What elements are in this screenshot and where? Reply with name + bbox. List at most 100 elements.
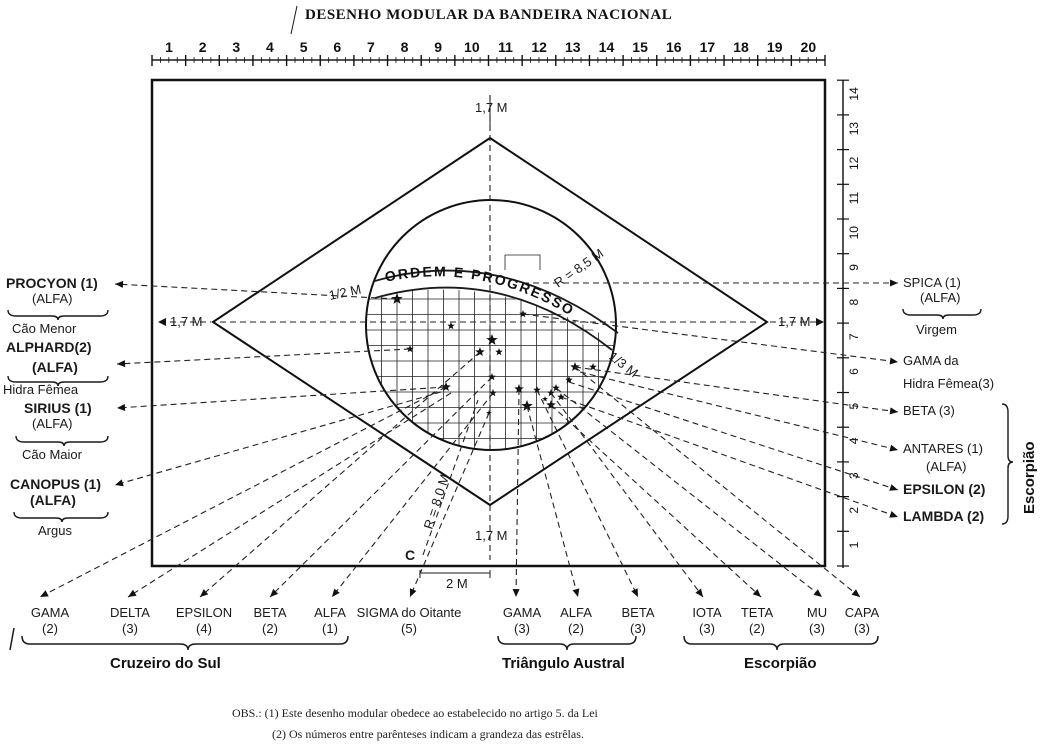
star-marker — [519, 310, 527, 318]
label-epsilon: EPSILON (2) — [903, 481, 985, 497]
x-scale-label: 5 — [300, 39, 308, 55]
star-marker — [495, 348, 503, 356]
star-marker — [486, 334, 498, 345]
bottom-star-name: BETA — [254, 605, 287, 620]
bottom-star-magnitude: (3) — [699, 621, 715, 636]
label-canopus: CANOPUS (1) — [10, 476, 101, 492]
y-scale-label: 1 — [847, 541, 861, 548]
star-marker — [441, 382, 451, 391]
x-scale-label: 9 — [434, 39, 442, 55]
motto-band-top — [374, 269, 619, 334]
x-scale-label: 20 — [801, 39, 817, 55]
bottom-star-magnitude: (2) — [42, 621, 58, 636]
label-lambda: LAMBDA (2) — [903, 508, 984, 524]
obs-note-1: OBS.: (1) Este desenho modular obedece a… — [232, 706, 599, 720]
y-scale-label: 14 — [847, 87, 861, 101]
star-marker — [557, 393, 565, 401]
y-scale-label: 8 — [847, 298, 861, 305]
label-procyon: PROCYON (1) — [6, 275, 98, 291]
y-scale-label: 4 — [847, 437, 861, 444]
y-scale-label: 7 — [847, 333, 861, 340]
group-cruzeiro-do-sul: Cruzeiro do Sul — [110, 655, 221, 672]
leader-lines — [39, 279, 899, 598]
bottom-star-magnitude: (1) — [322, 621, 338, 636]
label-cao-menor: Cão Menor — [12, 321, 77, 336]
label-gama-hidra: GAMA da — [903, 353, 959, 368]
label-antares: ANTARES (1) — [903, 441, 983, 456]
dim-top: 1,7 M — [475, 100, 508, 115]
left-labels: PROCYON (1) (ALFA) Cão Menor ALPHARD(2) … — [3, 275, 109, 538]
obs-note-2: (2) Os números entre parênteses indicam … — [272, 727, 584, 741]
bottom-star-name: ALFA — [560, 605, 592, 620]
bottom-star-magnitude: (3) — [809, 621, 825, 636]
bottom-star-name: CAPA — [845, 605, 880, 620]
star-marker — [552, 384, 560, 392]
bottom-star-magnitude: (2) — [568, 621, 584, 636]
x-scale-label: 8 — [401, 39, 409, 55]
label-argus: Argus — [38, 523, 72, 538]
dim-offset: 2 M — [446, 576, 468, 591]
x-scale-label: 6 — [333, 39, 341, 55]
star-marker — [589, 363, 597, 371]
star-marker — [533, 386, 541, 394]
dim-bottom: 1,7 M — [475, 528, 508, 543]
bottom-star-magnitude: (2) — [749, 621, 765, 636]
x-scale-label: 4 — [266, 39, 274, 55]
bottom-star-name: DELTA — [110, 605, 150, 620]
x-scale-label: 17 — [700, 39, 716, 55]
star-marker — [565, 376, 573, 384]
bottom-star-name: BETA — [622, 605, 655, 620]
dimension-arrows — [158, 318, 824, 326]
star-marker — [547, 389, 555, 397]
label-antares-sub: (ALFA) — [926, 459, 966, 474]
star-marker — [488, 373, 496, 381]
label-hidra-femea: Hidra Fêmea — [3, 382, 79, 397]
top-scale: 1 2 3 4 5 6 7 8 9 10 11 12 13 14 15 16 17 18 19 20 — [151, 39, 826, 66]
celestial-circle — [365, 199, 617, 451]
x-scale-label: 16 — [666, 39, 682, 55]
x-scale-label: 19 — [767, 39, 783, 55]
bottom-star-magnitude: (3) — [630, 621, 646, 636]
label-escorpiao-right: Escorpião — [1021, 441, 1038, 514]
bottom-star-magnitude: (3) — [854, 621, 870, 636]
label-sirius: SIRIUS (1) — [24, 400, 92, 416]
dim-left: 1,7 M — [170, 314, 203, 329]
bottom-star-magnitude: (3) — [122, 621, 138, 636]
dim-half-module: 1/2 M — [328, 282, 363, 303]
bottom-star-name: ALFA — [314, 605, 346, 620]
bottom-star-name: EPSILON — [176, 605, 232, 620]
diagram-title: DESENHO MODULAR DA BANDEIRA NACIONAL — [305, 7, 672, 23]
bottom-star-name: TETA — [741, 605, 774, 620]
bottom-star-name: MU — [807, 605, 827, 620]
label-beta: BETA (3) — [903, 403, 955, 418]
bottom-star-magnitude: (3) — [514, 621, 530, 636]
flag-rectangle — [150, 78, 827, 568]
circle-grid — [366, 200, 616, 450]
star-marker — [542, 396, 548, 402]
bottom-star-magnitude: (2) — [262, 621, 278, 636]
star-marker — [514, 384, 524, 393]
star-marker — [570, 362, 580, 371]
star-marker — [406, 345, 414, 353]
star-marker — [475, 347, 485, 356]
bottom-star-name: GAMA — [503, 605, 542, 620]
center-mark: C — [405, 547, 415, 563]
bottom-star-name: GAMA — [31, 605, 70, 620]
y-scale-label: 3 — [847, 472, 861, 479]
x-scale-label: 10 — [464, 39, 480, 55]
motto-band-bottom — [374, 286, 613, 351]
bottom-braces — [9, 627, 879, 651]
bottom-star-name: IOTA — [692, 605, 722, 620]
label-canopus-sub: (ALFA) — [30, 492, 76, 508]
bottom-star-magnitude: (5) — [401, 621, 417, 636]
x-scale-label: 2 — [199, 39, 207, 55]
dim-right: 1,7 M — [778, 314, 811, 329]
label-sirius-sub: (ALFA) — [32, 416, 72, 431]
bottom-star-magnitude: (4) — [196, 621, 212, 636]
star-marker — [447, 322, 455, 330]
star-marker — [486, 410, 492, 416]
x-scale-label: 12 — [531, 39, 547, 55]
label-virgem: Virgem — [916, 322, 957, 337]
label-spica-sub: (ALFA) — [920, 290, 960, 305]
